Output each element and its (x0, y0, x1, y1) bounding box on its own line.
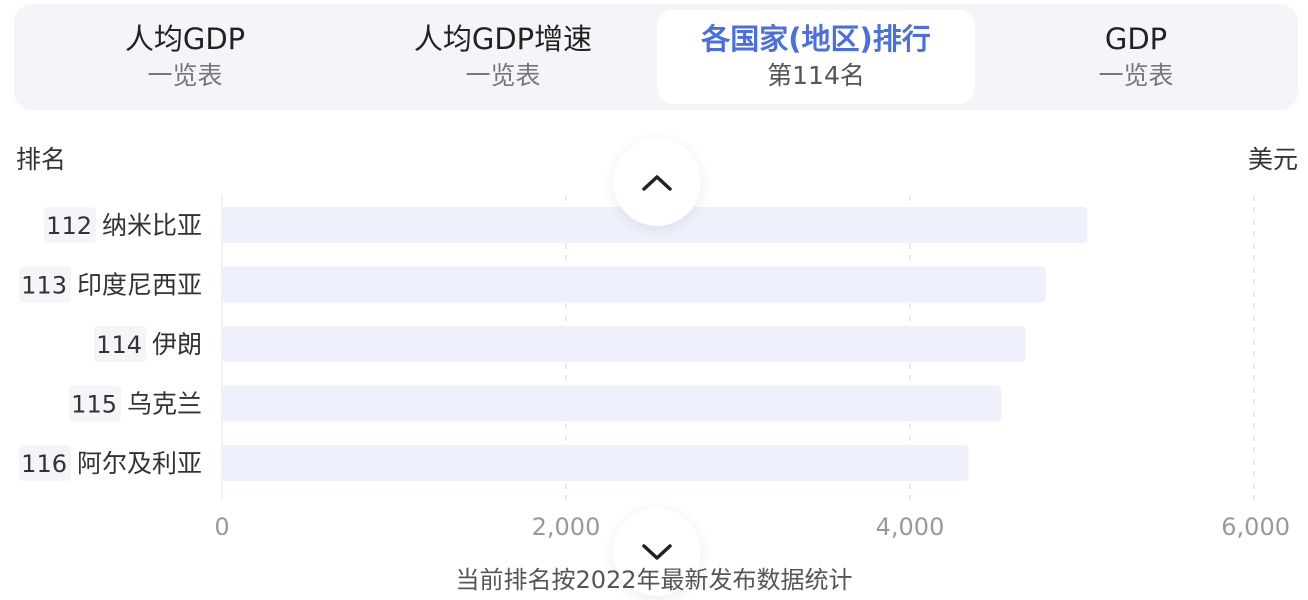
country-label: 印度尼西亚 (77, 271, 202, 300)
tab-title: GDP (1104, 22, 1168, 56)
tab-title: 人均GDP增速 (413, 22, 593, 56)
tab-subtitle: 一览表 (465, 61, 541, 90)
rank-axis-title: 排名 (16, 145, 67, 174)
country-label: 乌克兰 (127, 390, 202, 419)
rank-label: 113 (21, 272, 67, 300)
bar (222, 445, 969, 481)
tab-title: 人均GDP (124, 22, 246, 56)
footer-note: 当前排名按2022年最新发布数据统计 (455, 566, 853, 594)
tab-title: 各国家(地区)排行 (701, 22, 931, 56)
rank-badge (69, 385, 121, 422)
rank-label: 114 (96, 331, 142, 359)
chevron-up-icon (642, 175, 672, 191)
x-tick-label: 4,000 (876, 513, 945, 541)
bar (222, 266, 1046, 303)
tab-bar: 人均GDP 一览表 人均GDP增速 一览表 各国家(地区)排行 第114名 GD… (14, 4, 1298, 110)
country-label: 伊朗 (152, 330, 202, 359)
bar (222, 385, 1002, 422)
x-tick-label: 6,000 (1221, 513, 1290, 541)
rank-badge (19, 445, 71, 481)
bar (222, 326, 1026, 362)
rank-badge (19, 266, 71, 303)
rank-label: 112 (46, 212, 92, 240)
country-label: 阿尔及利亚 (77, 449, 202, 478)
tab-gdp-per-capita-growth[interactable]: 人均GDP增速 一览表 (344, 10, 662, 104)
x-tick-label: 0 (214, 513, 229, 541)
chevron-down-icon (642, 544, 672, 560)
rank-label: 115 (71, 391, 117, 419)
unit-axis-title: 美元 (1247, 145, 1298, 174)
scroll-down-button[interactable] (613, 508, 701, 596)
rank-label: 116 (21, 450, 67, 478)
tab-subtitle: 一览表 (147, 61, 223, 90)
rank-badge (44, 207, 96, 243)
tab-subtitle: 一览表 (1098, 61, 1174, 90)
tab-country-ranking[interactable]: 各国家(地区)排行 第114名 (657, 10, 975, 104)
scroll-up-button[interactable] (613, 138, 701, 226)
tab-gdp[interactable]: GDP 一览表 (977, 10, 1295, 104)
tab-gdp-per-capita[interactable]: 人均GDP 一览表 (26, 10, 344, 104)
tab-subtitle: 第114名 (767, 61, 865, 90)
rank-badge (94, 326, 146, 362)
x-tick-label: 2,000 (532, 513, 601, 541)
country-label: 纳米比亚 (102, 211, 202, 240)
